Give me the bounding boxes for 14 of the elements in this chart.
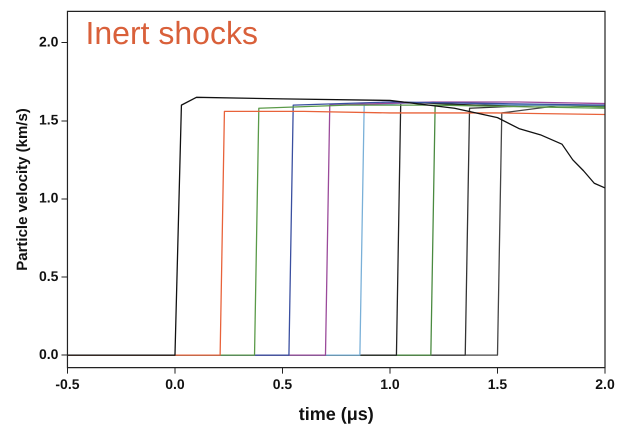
x-tick-label: -0.5 [55,376,80,392]
y-tick-label: 0.0 [38,346,59,362]
chart-title: Inert shocks [85,15,258,52]
y-tick-label: 2.0 [38,34,59,50]
x-tick-label: 2.0 [595,376,615,392]
x-tick-label: 1.0 [380,376,400,392]
y-tick-label: 0.5 [38,268,59,284]
y-axis-title: Particle velocity (km/s) [14,108,32,271]
y-tick-label: 1.0 [38,190,59,206]
x-axis-title: time (μs) [298,404,374,424]
x-tick-label: 1.5 [488,376,508,392]
x-tick-label: 0.0 [165,376,185,392]
x-tick-label: 0.5 [272,376,292,392]
y-tick-label: 1.5 [38,112,59,128]
